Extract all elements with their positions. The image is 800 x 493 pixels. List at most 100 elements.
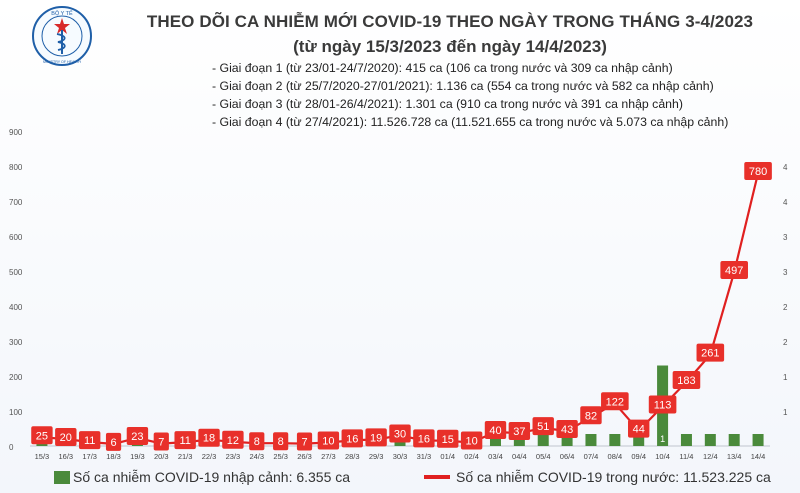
x-tick-25/3: 25/3 xyxy=(273,452,288,461)
right-axis-tick-4: 3 xyxy=(783,268,788,277)
x-tick-19/3: 19/3 xyxy=(130,452,145,461)
x-tick-20/3: 20/3 xyxy=(154,452,169,461)
line-label-28/3: 16 xyxy=(346,433,358,445)
line-point-04/4 xyxy=(508,422,531,441)
line-label-26/3: 7 xyxy=(301,437,307,449)
left-axis-tick-700: 700 xyxy=(9,198,23,207)
svg-text:BỘ Y TẾ: BỘ Y TẾ xyxy=(51,10,73,17)
line-point-20/3 xyxy=(153,432,169,451)
stage-2-summary: - Giai đoạn 2 (từ 25/7/2020-27/01/2021):… xyxy=(212,79,714,93)
line-point-26/3 xyxy=(296,432,313,451)
legend-item-imported: Số ca nhiễm COVID-19 nhập cảnh: 6.355 ca xyxy=(54,469,350,485)
left-axis-tick-900: 900 xyxy=(9,128,23,137)
line-point-11/4 xyxy=(672,370,701,389)
line-point-14/4 xyxy=(744,162,772,180)
x-tick-07/4: 07/4 xyxy=(584,452,599,461)
line-label-04/4: 37 xyxy=(513,426,525,438)
line-label-14/4: 780 xyxy=(749,166,767,178)
x-tick-02/4: 02/4 xyxy=(464,452,479,461)
stage-summary-list: - Giai đoạn 1 (từ 23/01-24/7/2020): 415 … xyxy=(212,59,728,131)
left-axis-tick-600: 600 xyxy=(9,233,23,242)
chart-title: THEO DÕI CA NHIỄM MỚI COVID-19 THEO NGÀY… xyxy=(146,12,754,31)
legend-label-domestic: Số ca nhiễm COVID-19 trong nước: 11.523.… xyxy=(456,469,771,485)
x-tick-22/3: 22/3 xyxy=(202,452,217,461)
line-label-27/3: 10 xyxy=(322,436,334,448)
right-axis-tick-2: 2 xyxy=(783,338,788,347)
line-point-18/3 xyxy=(105,432,122,451)
x-tick-09/4: 09/4 xyxy=(631,452,646,461)
line-label-31/3: 16 xyxy=(418,433,430,445)
chart-subtitle: (từ ngày 15/3/2023 đến ngày 14/4/2023) xyxy=(293,37,607,56)
ministry-of-health-logo: BỘ Y TẾ MINISTRY OF HEALTH xyxy=(32,6,92,66)
line-label-29/3: 19 xyxy=(370,432,382,444)
svg-text:MINISTRY OF HEALTH: MINISTRY OF HEALTH xyxy=(43,60,81,64)
right-axis-tick-1: 1 xyxy=(783,373,788,382)
x-tick-27/3: 27/3 xyxy=(321,452,336,461)
right-axis-tick-7: 4 xyxy=(783,163,788,172)
stage-4-summary: - Giai đoạn 4 (từ 27/4/2021): 11.526.728… xyxy=(212,115,729,129)
line-label-21/3: 11 xyxy=(179,435,190,447)
bar-11/4 xyxy=(680,434,692,446)
line-point-01/4 xyxy=(437,429,459,448)
x-tick-05/4: 05/4 xyxy=(536,452,551,461)
right-axis-tick-6: 4 xyxy=(783,198,788,207)
x-tick-11/4: 11/4 xyxy=(679,452,693,461)
x-tick-08/4: 08/4 xyxy=(608,452,623,461)
line-point-17/3 xyxy=(78,431,101,450)
chart-legend: Số ca nhiễm COVID-19 nhập cảnh: 6.355 ca… xyxy=(18,469,798,489)
line-point-24/3 xyxy=(249,432,265,451)
line-point-29/3 xyxy=(365,428,387,447)
line-point-25/3 xyxy=(273,432,289,451)
line-point-15/3 xyxy=(31,426,53,445)
line-label-20/3: 7 xyxy=(158,437,164,449)
stage-3-summary: - Giai đoạn 3 (từ 28/01-26/4/2021): 1.30… xyxy=(212,97,683,111)
line-point-05/4 xyxy=(532,417,554,436)
bar-12/4 xyxy=(704,434,716,446)
line-label-15/3: 25 xyxy=(36,430,48,442)
line-label-22/3: 18 xyxy=(203,433,215,445)
line-label-06/4: 43 xyxy=(561,424,573,436)
bar-06/4 xyxy=(561,434,573,446)
line-label-13/4: 497 xyxy=(725,265,743,277)
line-label-08/4: 122 xyxy=(606,396,624,408)
x-tick-04/4: 04/4 xyxy=(512,452,527,461)
x-tick-17/3: 17/3 xyxy=(82,452,97,461)
line-point-12/4 xyxy=(696,343,725,362)
line-point-19/3 xyxy=(126,426,149,445)
line-point-07/4 xyxy=(580,406,602,425)
line-label-30/3: 30 xyxy=(394,429,406,441)
x-tick-06/4: 06/4 xyxy=(560,452,575,461)
stage-1-summary: - Giai đoạn 1 (từ 23/01-24/7/2020): 415 … xyxy=(212,61,673,75)
line-point-22/3 xyxy=(198,428,220,447)
line-label-12/4: 261 xyxy=(701,348,719,360)
bar-13/4 xyxy=(728,434,740,446)
line-label-10/4: 113 xyxy=(654,399,672,411)
x-tick-29/3: 29/3 xyxy=(369,452,384,461)
line-point-10/4 xyxy=(648,395,677,414)
x-tick-21/3: 21/3 xyxy=(178,452,193,461)
line-point-03/4 xyxy=(484,421,507,439)
line-point-27/3 xyxy=(317,431,340,450)
x-tick-28/3: 28/3 xyxy=(345,452,360,461)
right-axis-tick-3: 2 xyxy=(783,303,788,312)
left-axis-tick-400: 400 xyxy=(9,303,23,312)
x-tick-26/3: 26/3 xyxy=(297,452,312,461)
line-label-01/4: 15 xyxy=(442,434,454,446)
x-tick-15/3: 15/3 xyxy=(35,452,50,461)
line-label-02/4: 10 xyxy=(465,436,477,448)
line-label-23/3: 12 xyxy=(227,435,239,447)
line-point-02/4 xyxy=(460,431,483,450)
x-tick-10/4: 10/4 xyxy=(655,452,670,461)
line-point-08/4 xyxy=(601,392,629,411)
legend-label-imported: Số ca nhiễm COVID-19 nhập cảnh: 6.355 ca xyxy=(73,469,351,485)
x-tick-16/3: 16/3 xyxy=(59,452,74,461)
left-axis-tick-100: 100 xyxy=(9,408,23,417)
line-label-18/3: 6 xyxy=(110,437,116,449)
line-point-31/3 xyxy=(413,429,435,448)
x-tick-13/4: 13/4 xyxy=(727,452,742,461)
legend-swatch-line xyxy=(424,474,450,479)
x-tick-12/4: 12/4 xyxy=(703,452,718,461)
left-axis-tick-200: 200 xyxy=(9,373,23,382)
left-axis-tick-0: 0 xyxy=(9,443,14,452)
